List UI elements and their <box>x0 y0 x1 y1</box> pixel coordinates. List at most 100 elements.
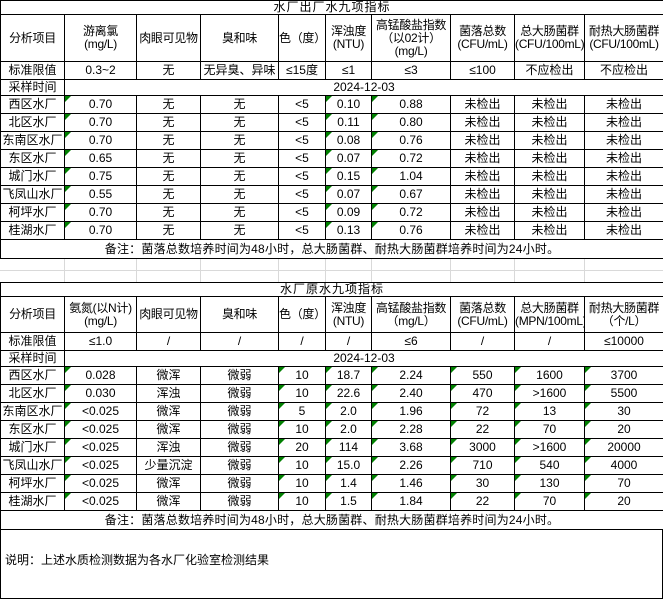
data-cell: 0.70 <box>65 132 137 150</box>
cell-error-flag-icon <box>372 457 378 463</box>
limit-row-label: 标准限值 <box>1 333 65 351</box>
cell-error-flag-icon <box>326 132 332 138</box>
cell-error-flag-icon <box>451 457 457 463</box>
limit-value-3: 无异臭、异味 <box>201 62 279 80</box>
data-cell: 0.11 <box>326 114 372 132</box>
cell-error-flag-icon <box>326 204 332 210</box>
data-cell: 无 <box>201 96 279 114</box>
raw-water-limit-row: 标准限值≤1.0////≤6//≤10000 <box>1 333 663 351</box>
data-cell: 微弱 <box>201 367 279 385</box>
data-cell: 20000 <box>585 439 663 457</box>
finished-water-table: 水厂出厂水九项指标分析项目游离氯 (mg/L)肉眼可见物臭和味色（度）浑浊度 (… <box>0 0 663 259</box>
data-cell: 0.72 <box>372 204 451 222</box>
data-cell: 未检出 <box>585 186 663 204</box>
data-cell: <5 <box>279 96 326 114</box>
cell-error-flag-icon <box>279 475 285 481</box>
column-header-7: 菌落总数 (CFU/mL) <box>451 297 515 333</box>
column-header-9: 耐热大肠菌群 （个/L） <box>585 297 663 333</box>
data-cell: 微弱 <box>201 475 279 493</box>
cell-error-flag-icon <box>372 367 378 373</box>
cell-error-flag-icon <box>451 475 457 481</box>
data-cell: 无 <box>201 150 279 168</box>
column-header-5: 浑浊度 (NTU) <box>326 297 372 333</box>
cell-error-flag-icon <box>65 204 71 210</box>
data-cell: <5 <box>279 204 326 222</box>
cell-error-flag-icon <box>585 439 591 445</box>
explanation-note-text: 说明：上述水质检测数据为各水厂化验室检测结果 <box>5 553 269 567</box>
finished-water-remark: 备注：菌落总数培养时间为48小时，总大肠菌群、耐热大肠菌群培养时间为24小时。 <box>1 240 663 259</box>
cell-error-flag-icon <box>279 367 285 373</box>
plant-name: 北区水厂 <box>1 114 65 132</box>
cell-error-flag-icon <box>65 367 71 373</box>
data-cell: 浑浊 <box>137 439 201 457</box>
data-cell: 无 <box>137 168 201 186</box>
cell-error-flag-icon <box>585 475 591 481</box>
data-cell: 30 <box>585 403 663 421</box>
plant-name: 西区水厂 <box>1 367 65 385</box>
data-cell: 470 <box>451 385 515 403</box>
data-cell: 22 <box>451 493 515 511</box>
column-header-8: 总大肠菌群 (MPN/100mL) <box>515 297 585 333</box>
data-cell: 2.0 <box>326 403 372 421</box>
limit-value-8: 不应检出 <box>515 62 585 80</box>
data-cell: <0.025 <box>65 457 137 475</box>
data-cell: 微浑 <box>137 367 201 385</box>
data-cell: 未检出 <box>451 168 515 186</box>
data-cell: 18.7 <box>326 367 372 385</box>
cell-error-flag-icon <box>372 475 378 481</box>
cell-error-flag-icon <box>451 385 457 391</box>
data-cell: 130 <box>515 475 585 493</box>
data-cell: 1.04 <box>372 168 451 186</box>
data-cell: 微弱 <box>201 439 279 457</box>
data-cell: 未检出 <box>451 222 515 240</box>
data-cell: 无 <box>201 204 279 222</box>
data-cell: 1.84 <box>372 493 451 511</box>
plant-name: 柯坪水厂 <box>1 204 65 222</box>
limit-value-2: / <box>137 333 201 351</box>
finished-water-title-row: 水厂出厂水九项指标 <box>1 1 663 15</box>
column-header-2: 肉眼可见物 <box>137 15 201 62</box>
data-cell: <5 <box>279 132 326 150</box>
data-cell: 15.0 <box>326 457 372 475</box>
limit-value-7: / <box>451 333 515 351</box>
data-cell: 0.028 <box>65 367 137 385</box>
sample-time-label: 采样时间 <box>1 80 65 96</box>
finished-water-header-row: 分析项目游离氯 (mg/L)肉眼可见物臭和味色（度）浑浊度 (NTU)高锰酸盐指… <box>1 15 663 62</box>
cell-error-flag-icon <box>65 150 71 156</box>
data-cell: 无 <box>137 96 201 114</box>
data-cell: 无 <box>201 186 279 204</box>
plant-name: 东南区水厂 <box>1 132 65 150</box>
cell-error-flag-icon <box>585 367 591 373</box>
cell-error-flag-icon <box>585 385 591 391</box>
data-cell: 无 <box>137 204 201 222</box>
data-cell: 0.67 <box>372 186 451 204</box>
cell-error-flag-icon <box>326 367 332 373</box>
data-cell: 微弱 <box>201 421 279 439</box>
plant-name: 东区水厂 <box>1 150 65 168</box>
limit-value-1: ≤1.0 <box>65 333 137 351</box>
sample-date: 2024-12-03 <box>65 80 663 96</box>
plant-name: 飞凤山水厂 <box>1 457 65 475</box>
cell-error-flag-icon <box>279 385 285 391</box>
cell-error-flag-icon <box>372 150 378 156</box>
data-cell: 未检出 <box>515 222 585 240</box>
data-cell: 10 <box>279 475 326 493</box>
data-cell: 未检出 <box>451 204 515 222</box>
column-header-3: 臭和味 <box>201 15 279 62</box>
data-cell: 微弱 <box>201 493 279 511</box>
cell-error-flag-icon <box>65 475 71 481</box>
limit-value-6: ≤6 <box>372 333 451 351</box>
data-cell: 10 <box>279 493 326 511</box>
data-cell: 114 <box>326 439 372 457</box>
data-cell: 1600 <box>515 367 585 385</box>
raw-water-title-row: 水厂原水九项指标 <box>1 283 663 297</box>
data-cell: 0.70 <box>65 204 137 222</box>
data-cell: 0.70 <box>65 114 137 132</box>
plant-name: 桂湖水厂 <box>1 222 65 240</box>
data-cell: 未检出 <box>585 204 663 222</box>
